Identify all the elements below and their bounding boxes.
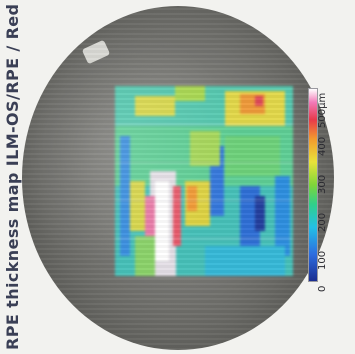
map-band bbox=[175, 86, 205, 101]
map-band bbox=[275, 176, 290, 256]
grid-line bbox=[115, 162, 293, 163]
map-band bbox=[135, 96, 175, 116]
scale-label: 400 bbox=[317, 136, 328, 156]
map-band bbox=[155, 181, 169, 261]
map-band bbox=[225, 136, 280, 176]
fundus-artifact bbox=[81, 39, 111, 65]
grid-line bbox=[115, 200, 293, 201]
scale-label: 100 bbox=[317, 250, 328, 270]
map-title: RPE thickness map ILM-OS/RPE / Red bbox=[3, 3, 22, 350]
map-band bbox=[145, 196, 155, 236]
thickness-map bbox=[115, 86, 293, 276]
grid-line bbox=[115, 238, 293, 239]
thickness-map-svg bbox=[115, 86, 293, 276]
map-band bbox=[135, 236, 155, 276]
map-band bbox=[120, 136, 130, 256]
map-band bbox=[255, 96, 263, 106]
map-band bbox=[190, 131, 220, 166]
map-band bbox=[255, 196, 265, 231]
scale-label: 500µm bbox=[317, 92, 328, 128]
map-band bbox=[187, 186, 197, 211]
grid-line bbox=[115, 124, 293, 125]
fundus-photo bbox=[22, 6, 334, 350]
scale-label: 200 bbox=[317, 212, 328, 232]
color-scale-bar bbox=[308, 88, 318, 282]
scale-label: 0 bbox=[317, 285, 328, 292]
title-strip: RPE thickness map ILM-OS/RPE / Red bbox=[0, 0, 24, 354]
map-band bbox=[173, 186, 181, 246]
map-band bbox=[130, 181, 145, 231]
scale-label: 300 bbox=[317, 174, 328, 194]
map-band bbox=[205, 246, 285, 276]
color-scale: 0 100 200 300 400 500µm bbox=[303, 40, 341, 292]
